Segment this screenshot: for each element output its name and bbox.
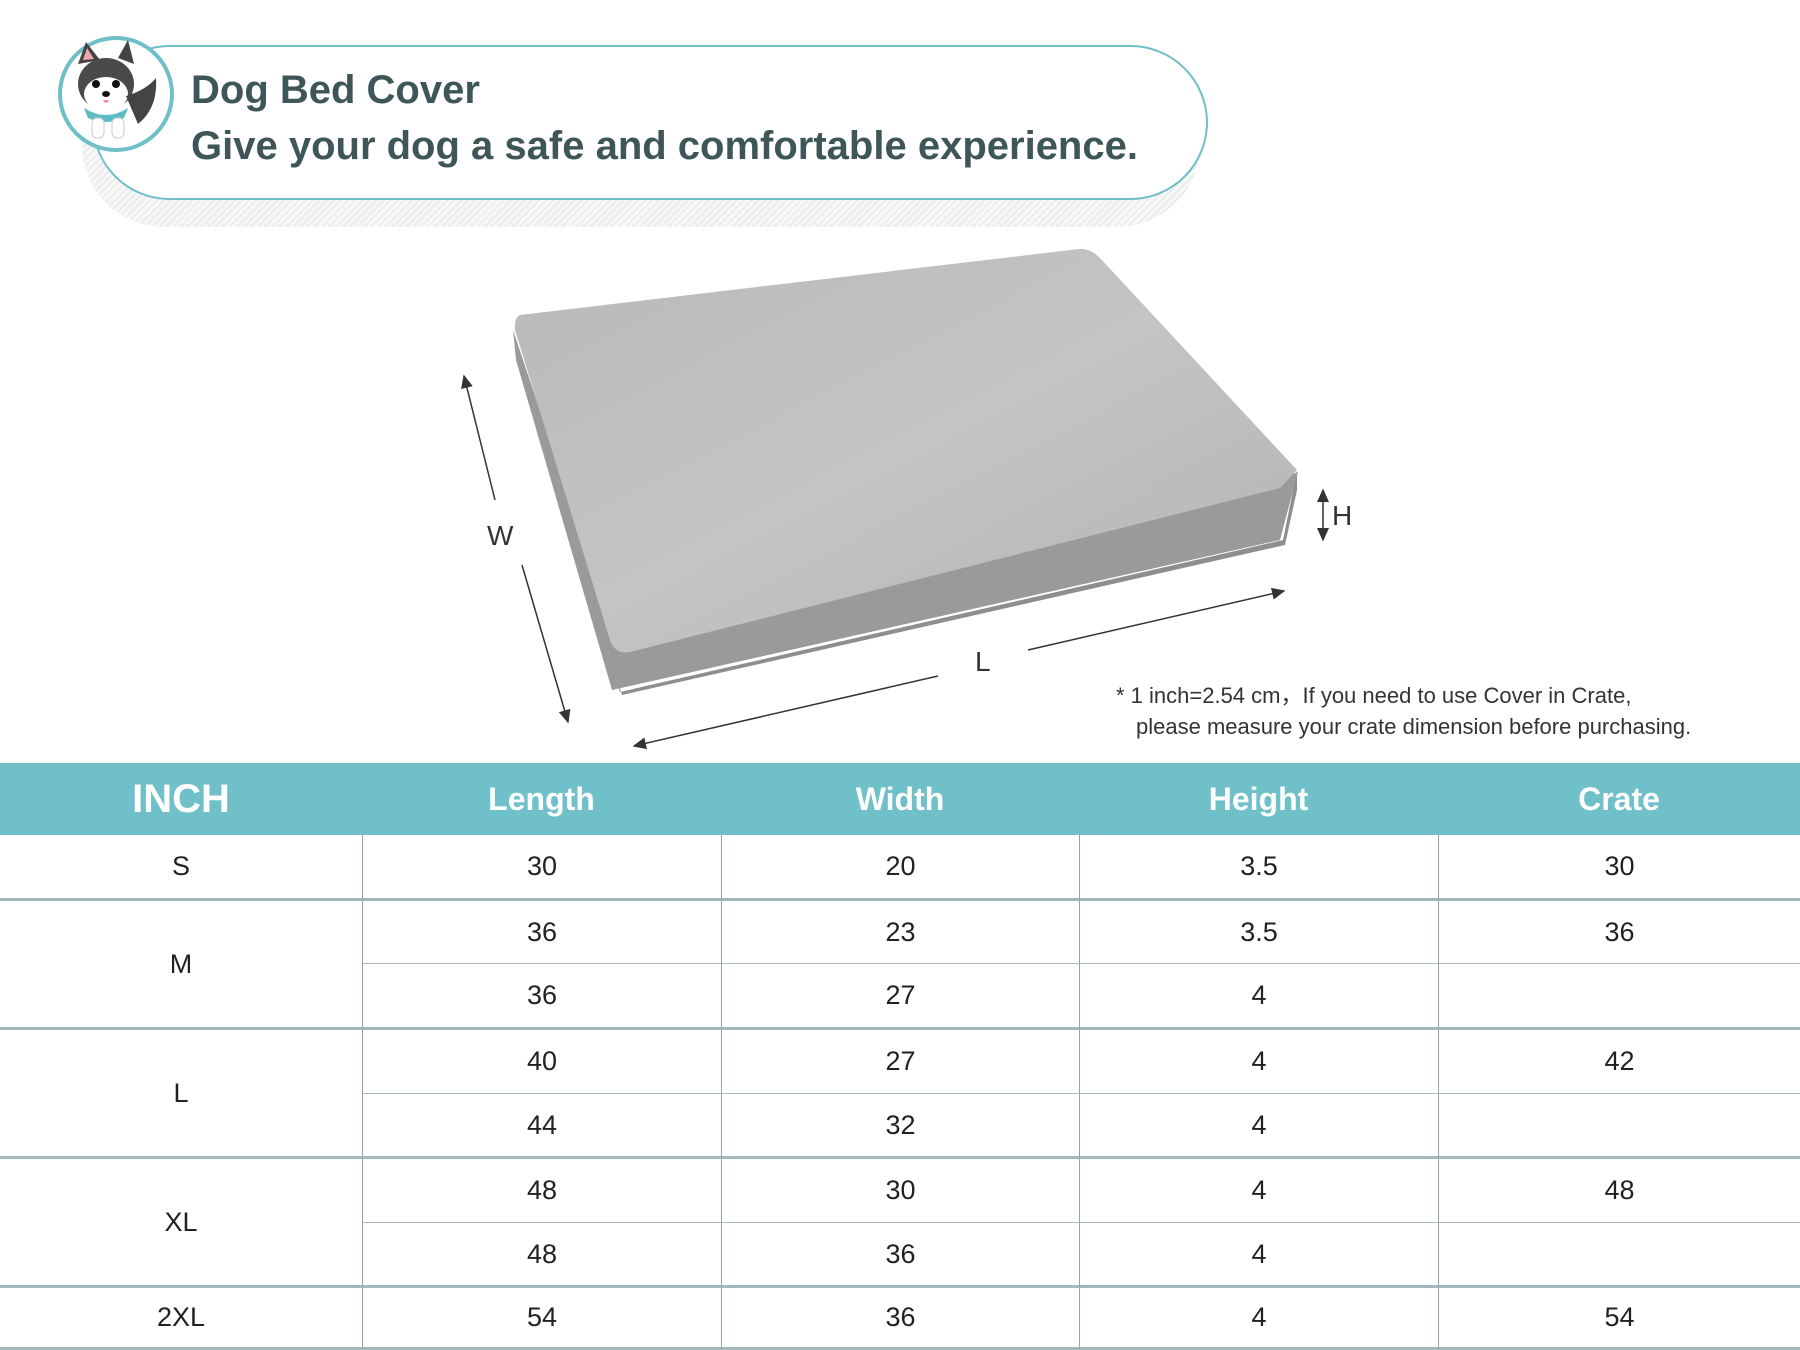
bed-top xyxy=(514,248,1297,653)
width-label: W xyxy=(487,520,514,551)
banner xyxy=(92,45,1208,200)
length-cell: 48 xyxy=(362,1223,721,1288)
banner-title: Dog Bed Cover xyxy=(191,68,480,112)
header-length: Length xyxy=(362,763,721,835)
width-cell: 32 xyxy=(721,1094,1079,1159)
header-height: Height xyxy=(1079,763,1438,835)
note-line-2: please measure your crate dimension befo… xyxy=(1136,714,1692,739)
crate-cell: 48 xyxy=(1438,1159,1800,1223)
crate-cell-empty xyxy=(1438,1094,1800,1159)
header-crate: Crate xyxy=(1438,763,1800,835)
length-label: L xyxy=(975,646,991,677)
height-cell: 4 xyxy=(1079,1094,1438,1159)
size-table: INCH Length Width Height Crate S 30 20 3.5 3… xyxy=(0,763,1800,1350)
length-cell: 36 xyxy=(362,901,721,964)
crate-cell: 30 xyxy=(1438,835,1800,901)
width-cell: 23 xyxy=(721,901,1079,964)
width-arrow-up xyxy=(461,374,496,501)
width-cell: 36 xyxy=(721,1223,1079,1288)
length-cell: 44 xyxy=(362,1094,721,1159)
length-cell: 36 xyxy=(362,964,721,1030)
crate-cell-empty xyxy=(1438,1223,1800,1288)
length-cell: 54 xyxy=(362,1288,721,1350)
width-cell: 27 xyxy=(721,964,1079,1030)
banner-subtitle: Give your dog a safe and comfortable exp… xyxy=(191,124,1138,168)
width-cell: 27 xyxy=(721,1030,1079,1094)
crate-cell: 54 xyxy=(1438,1288,1800,1350)
husky-dog-icon xyxy=(58,36,174,152)
width-cell: 36 xyxy=(721,1288,1079,1350)
height-cell: 4 xyxy=(1079,1288,1438,1350)
conversion-note: * 1 inch=2.54 cm，If you need to use Cove… xyxy=(1116,680,1691,742)
header-width: Width xyxy=(721,763,1079,835)
crate-cell: 36 xyxy=(1438,901,1800,964)
header-inch: INCH xyxy=(0,763,362,835)
size-cell: M xyxy=(0,901,362,1030)
length-cell: 48 xyxy=(362,1159,721,1223)
size-cell: XL xyxy=(0,1159,362,1288)
size-cell: S xyxy=(0,835,362,901)
bed-front-side xyxy=(513,330,1298,690)
height-label: H xyxy=(1332,500,1353,531)
width-cell: 20 xyxy=(721,835,1079,901)
size-cell: 2XL xyxy=(0,1288,362,1350)
width-cell: 30 xyxy=(721,1159,1079,1223)
crate-cell-empty xyxy=(1438,964,1800,1030)
height-cell: 4 xyxy=(1079,1030,1438,1094)
width-arrow-down xyxy=(521,564,571,724)
dog-bed-diagram xyxy=(461,248,1329,750)
length-cell: 40 xyxy=(362,1030,721,1094)
note-line-1: * 1 inch=2.54 cm，If you need to use Cove… xyxy=(1116,683,1632,708)
height-cell: 3.5 xyxy=(1079,901,1438,964)
length-arrow-left xyxy=(632,675,939,750)
height-cell: 4 xyxy=(1079,1159,1438,1223)
size-cell: L xyxy=(0,1030,362,1159)
height-cell: 3.5 xyxy=(1079,835,1438,901)
length-arrow-right xyxy=(1027,587,1286,651)
crate-cell: 42 xyxy=(1438,1030,1800,1094)
height-cell: 4 xyxy=(1079,1223,1438,1288)
length-cell: 30 xyxy=(362,835,721,901)
height-cell: 4 xyxy=(1079,964,1438,1030)
